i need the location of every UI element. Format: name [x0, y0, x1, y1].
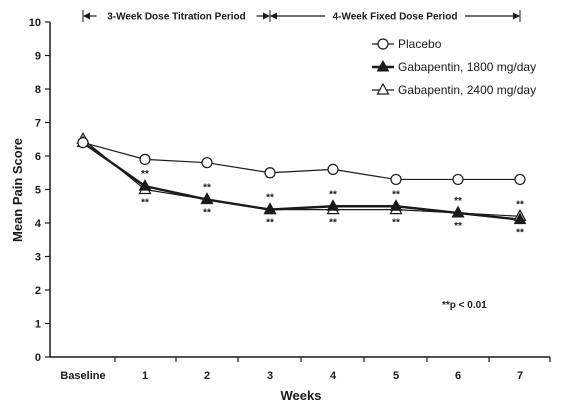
x-tick-label: Baseline	[60, 370, 105, 382]
significance-marker: **	[516, 228, 524, 239]
period-arrow-right	[263, 12, 270, 20]
significance-marker: **	[203, 208, 211, 219]
y-tick-label: 5	[35, 185, 41, 197]
significance-marker: **	[329, 189, 337, 200]
data-point	[513, 212, 527, 225]
data-point	[201, 157, 213, 169]
period-label: 4-Week Fixed Dose Period	[333, 12, 458, 23]
period-label: 3-Week Dose Titration Period	[107, 12, 246, 23]
y-tick-label: 0	[35, 352, 41, 364]
data-point	[451, 205, 465, 218]
significance-marker: **	[141, 169, 149, 180]
series-layer	[76, 132, 527, 225]
legend-marker	[377, 38, 389, 50]
period-arrow-left	[83, 12, 90, 20]
y-tick-label: 1	[35, 319, 41, 331]
x-axis-title: Weeks	[281, 388, 322, 403]
y-tick-label: 2	[35, 285, 41, 297]
y-tick-label: 10	[29, 17, 41, 29]
y-tick-label: 3	[35, 252, 41, 264]
series-line	[82, 138, 521, 217]
series-line	[82, 142, 520, 181]
significance-marker: **	[329, 218, 337, 229]
period-arrow-right	[513, 12, 520, 20]
legend-label: Gabapentin, 1800 mg/day	[398, 60, 536, 74]
data-point	[327, 163, 339, 175]
data-point	[390, 173, 402, 186]
significance-note: **p < 0.01	[442, 300, 487, 311]
x-tick-label: 5	[393, 370, 399, 382]
significance-marker: **	[392, 189, 400, 200]
data-point	[263, 202, 277, 215]
data-point	[389, 199, 403, 211]
data-point	[138, 179, 152, 191]
significance-marker: **	[141, 198, 149, 209]
legend-label: Placebo	[398, 37, 442, 51]
significance-marker: **	[203, 183, 211, 194]
data-point	[452, 173, 464, 186]
significance-markers: ** ** ** ** ** ** ** ** ** ** ** ** ** **	[141, 169, 524, 239]
y-tick-label: 7	[35, 118, 41, 130]
legend: Placebo Gabapentin, 1800 mg/day Gabapentin…	[372, 37, 536, 97]
significance-marker: **	[266, 218, 274, 229]
legend-marker	[376, 82, 390, 95]
x-tick-label: 4	[330, 370, 337, 382]
data-point	[264, 167, 276, 179]
data-point	[77, 137, 89, 149]
axes: 0 1 2 3 4 5 6 7 8 9 10 Baseline 1 2 3 4 5 6 7	[29, 17, 551, 382]
y-tick-label: 9	[35, 51, 41, 63]
x-tick-label: 6	[455, 370, 461, 382]
x-tick-label: 1	[142, 370, 148, 382]
data-point	[326, 199, 340, 211]
data-point	[514, 173, 526, 186]
x-tick-label: 2	[204, 370, 210, 382]
x-tick-label: 3	[267, 370, 273, 382]
data-point	[139, 153, 151, 165]
significance-marker: **	[454, 196, 462, 207]
legend-label: Gabapentin, 2400 mg/day	[398, 83, 536, 97]
significance-marker: **	[392, 218, 400, 229]
y-tick-label: 6	[35, 151, 41, 163]
significance-marker: **	[516, 199, 524, 210]
significance-marker: **	[454, 221, 462, 232]
y-tick-label: 8	[35, 84, 41, 96]
legend-marker	[376, 59, 390, 72]
data-point	[200, 192, 214, 205]
y-axis-title: Mean Pain Score	[10, 138, 25, 242]
x-tick-label: 7	[517, 370, 523, 382]
period-arrow-left	[270, 12, 277, 20]
y-tick-label: 4	[35, 218, 42, 230]
significance-marker: **	[266, 193, 274, 204]
period-annotations: 3-Week Dose Titration Period 4-Week Fixed…	[82, 10, 521, 23]
